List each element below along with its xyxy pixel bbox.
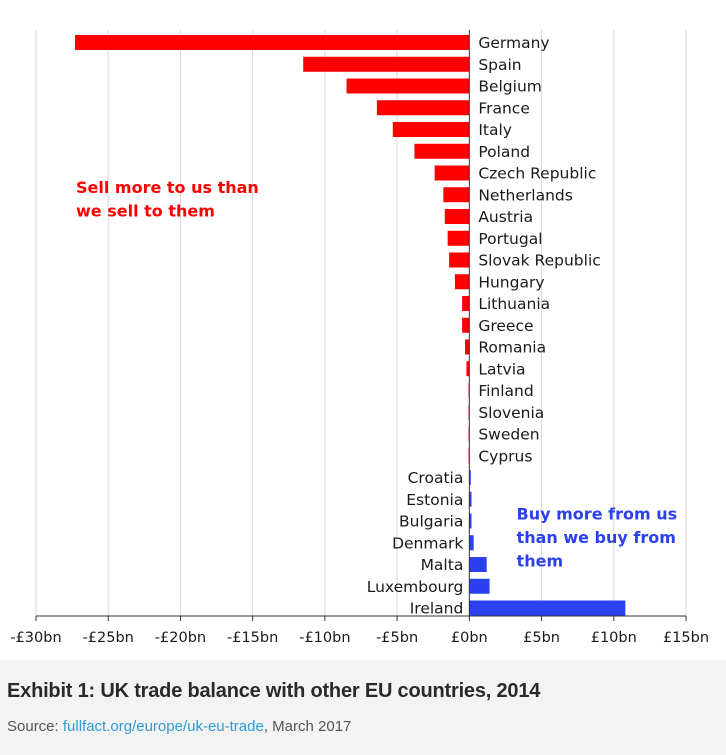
source-suffix: , March 2017 [263, 718, 352, 735]
x-tick-label-3: -£15bn [227, 630, 278, 646]
country-label-12: Lithuania [478, 295, 550, 313]
country-label-3: France [478, 99, 530, 117]
country-label-19: Cyprus [478, 447, 532, 465]
x-tick-label-1: -£25bn [83, 630, 134, 646]
country-label-22: Bulgaria [399, 513, 463, 531]
country-label-6: Czech Republic [478, 165, 596, 183]
bar-8 [444, 209, 470, 224]
x-tick-label-8: £10bn [591, 630, 637, 646]
bar-26 [469, 600, 626, 616]
bar-7 [443, 187, 470, 203]
country-label-15: Latvia [478, 360, 525, 378]
bar-11 [454, 274, 470, 290]
country-label-0: Germany [478, 34, 549, 52]
x-tick-label-6: £0bn [451, 630, 488, 646]
country-label-8: Austria [478, 208, 533, 226]
country-label-4: Italy [478, 121, 512, 139]
x-tick-label-9: £15bn [663, 630, 709, 646]
country-label-13: Greece [478, 317, 533, 335]
country-label-25: Luxembourg [367, 578, 464, 596]
country-label-17: Slovenia [478, 404, 544, 422]
country-label-18: Sweden [478, 426, 539, 444]
bar-3 [376, 100, 470, 116]
bar-22 [469, 513, 472, 529]
country-label-2: Belgium [478, 78, 542, 96]
country-label-9: Portugal [478, 230, 542, 248]
annotation-1-line-2: them [517, 551, 564, 570]
bar-5 [414, 143, 470, 159]
bar-20 [469, 470, 471, 485]
x-tick-label-4: -£10bn [299, 630, 350, 646]
x-tick-label-7: £5bn [523, 630, 560, 646]
bar-6 [434, 165, 470, 181]
country-label-16: Finland [478, 382, 533, 400]
bar-0 [75, 35, 470, 50]
bar-25 [469, 578, 490, 594]
bar-13 [462, 317, 470, 333]
bar-9 [447, 230, 470, 246]
country-label-21: Estonia [406, 491, 463, 509]
bar-24 [469, 557, 487, 572]
bar-21 [469, 491, 472, 507]
country-label-7: Netherlands [478, 186, 572, 204]
chart-area: Germany Spain Belgium France Italy Poland Czec… [0, 0, 726, 660]
bar-15 [466, 361, 470, 377]
bar-14 [465, 339, 470, 355]
source-link[interactable]: fullfact.org/europe/uk-eu-trade [62, 718, 264, 735]
country-label-24: Malta [421, 556, 464, 574]
annotation-0-line-1: we sell to them [76, 202, 215, 221]
bar-4 [392, 122, 470, 137]
bar-12 [462, 296, 470, 311]
annotation-1-line-1: than we buy from [517, 528, 676, 547]
source-line: Source: fullfact.org/europe/uk-eu-trade,… [7, 718, 351, 735]
x-tick-label-0: -£30bn [10, 630, 61, 646]
bar-1 [303, 56, 470, 72]
exhibit-caption: Exhibit 1: UK trade balance with other E… [7, 680, 541, 702]
bar-2 [346, 78, 470, 94]
x-tick-label-5: -£5bn [376, 630, 418, 646]
bar-23 [469, 535, 474, 551]
country-label-5: Poland [478, 143, 530, 161]
country-label-14: Romania [478, 339, 546, 357]
country-label-23: Denmark [392, 534, 463, 552]
x-tick-label-2: -£20bn [155, 630, 206, 646]
bar-10 [449, 252, 470, 268]
source-prefix: Source: [7, 718, 63, 735]
country-label-26: Ireland [410, 600, 464, 618]
country-label-11: Hungary [478, 273, 544, 291]
country-label-1: Spain [478, 56, 521, 74]
annotation-0-line-0: Sell more to us than [76, 178, 259, 197]
uk-trade-balance-chart: Germany Spain Belgium France Italy Poland Czec… [10, 30, 709, 646]
country-label-10: Slovak Republic [478, 252, 600, 270]
annotation-1-line-0: Buy more from us [517, 504, 678, 523]
country-label-20: Croatia [408, 469, 464, 487]
